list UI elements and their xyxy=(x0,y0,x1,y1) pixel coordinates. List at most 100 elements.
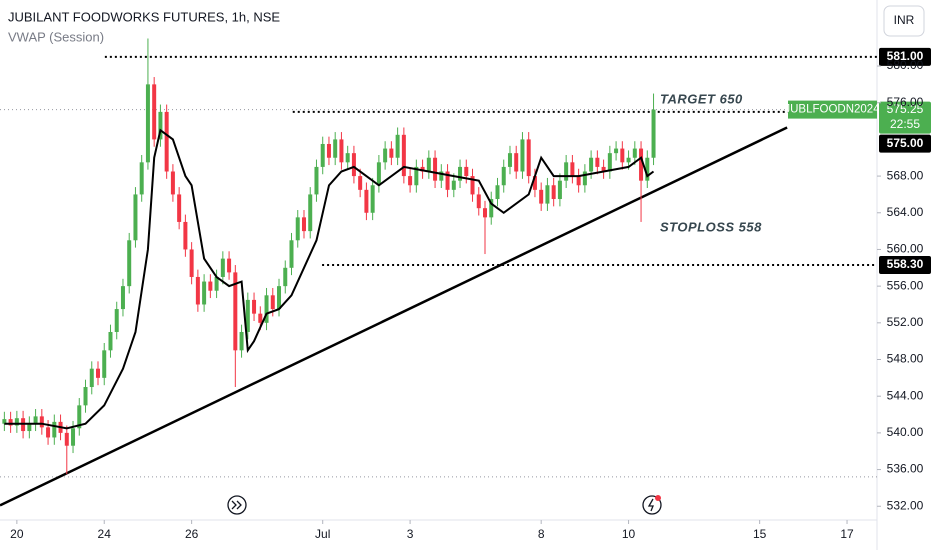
level-price-label: 575.00 xyxy=(887,136,924,150)
candle-body xyxy=(114,309,119,332)
candle-body xyxy=(320,143,325,167)
candle-body xyxy=(526,139,531,177)
candle-body xyxy=(639,148,644,181)
candle-body xyxy=(89,368,94,388)
x-tick-label: 3 xyxy=(407,527,414,541)
replay-icon[interactable] xyxy=(227,495,247,515)
candle-body xyxy=(445,171,450,190)
candle-body xyxy=(46,427,51,438)
candle-body xyxy=(102,350,107,378)
candle-body xyxy=(589,157,594,172)
y-tick-label: 576.00 xyxy=(887,95,924,109)
last-price-box xyxy=(879,101,931,134)
candle-body xyxy=(557,180,562,200)
candle-body xyxy=(383,148,388,163)
candle-body xyxy=(607,153,612,172)
candle-body xyxy=(83,387,88,406)
candle-body xyxy=(476,194,481,209)
plot xyxy=(0,38,877,507)
candle-body xyxy=(351,153,356,177)
y-tick-label: 536.00 xyxy=(887,462,924,476)
candle-body xyxy=(376,162,381,186)
candle-body xyxy=(227,258,232,273)
y-tick-label: 548.00 xyxy=(887,352,924,366)
candle-body xyxy=(33,416,38,424)
candle-body xyxy=(27,423,32,432)
candle-body xyxy=(326,143,331,158)
x-tick-label: 26 xyxy=(185,527,199,541)
annotation: STOPLOSS 558 xyxy=(660,219,762,234)
candle-body xyxy=(95,368,100,378)
candle-body xyxy=(52,421,57,438)
candle-body xyxy=(170,171,175,195)
candle-body xyxy=(614,148,619,154)
event-icon[interactable] xyxy=(642,495,662,515)
level-price-label: 558.30 xyxy=(887,257,924,271)
candle-body xyxy=(145,84,150,163)
candle-body xyxy=(532,176,537,190)
level-price-box xyxy=(879,47,931,66)
candle-body xyxy=(133,194,138,241)
x-tick-label: 24 xyxy=(98,527,112,541)
candle-body xyxy=(470,176,475,195)
candle-body xyxy=(164,111,169,172)
y-tick-label: 540.00 xyxy=(887,425,924,439)
candle-body xyxy=(295,217,300,241)
candle-body xyxy=(258,313,263,323)
candle-body xyxy=(345,153,350,163)
x-tick-label: 10 xyxy=(622,527,636,541)
candle-body xyxy=(595,157,600,167)
candle-body xyxy=(601,166,606,172)
level-price-box xyxy=(879,256,931,275)
candle-body xyxy=(539,189,544,204)
candle-body xyxy=(507,153,512,167)
candle-body xyxy=(514,153,519,172)
trendline xyxy=(0,126,788,507)
candle-body xyxy=(395,134,400,158)
annotation: TARGET 650 xyxy=(660,91,743,106)
chart-title: JUBILANT FOODWORKS FUTURES, 1h, NSE xyxy=(8,9,280,24)
candle-body xyxy=(626,157,631,163)
candle-body xyxy=(433,157,438,181)
candle-body xyxy=(208,281,213,291)
candle-body xyxy=(289,240,294,268)
currency-button[interactable] xyxy=(883,5,925,37)
candle-body xyxy=(489,199,494,218)
candle-body xyxy=(71,428,76,446)
candle-body xyxy=(426,157,431,172)
indicator-label: VWAP (Session) xyxy=(8,29,104,44)
y-tick-label: 556.00 xyxy=(887,278,924,292)
candle-body xyxy=(420,166,425,172)
candle-body xyxy=(233,272,238,351)
y-tick-label: 568.00 xyxy=(887,168,924,182)
candle-body xyxy=(39,416,44,428)
candle-body xyxy=(277,286,282,310)
candle-body xyxy=(370,185,375,213)
candle-body xyxy=(632,148,637,158)
y-tick-label: 580.00 xyxy=(887,58,924,72)
candle-body xyxy=(564,162,569,181)
candle-body xyxy=(252,299,257,314)
currency-label[interactable]: INR xyxy=(894,13,915,27)
candle-body xyxy=(483,208,488,218)
candle-body xyxy=(8,419,13,426)
candle-body xyxy=(139,162,144,195)
candle-body xyxy=(333,139,338,158)
candle-body xyxy=(14,418,19,426)
candle-body xyxy=(582,171,587,186)
candle-body xyxy=(220,258,225,277)
candle-body xyxy=(239,331,244,351)
candle-body xyxy=(576,176,581,186)
candle-body xyxy=(570,162,575,177)
candle-body xyxy=(108,331,113,351)
candle-body xyxy=(189,249,194,277)
candle-body xyxy=(551,185,556,200)
candle-body xyxy=(620,148,625,163)
candle-body xyxy=(645,157,650,181)
last-price-label: 575.25 xyxy=(887,102,924,116)
level-price-label: 581.00 xyxy=(887,49,924,63)
candle-body xyxy=(545,185,550,204)
symbol-label: JUBLFOODN2024 xyxy=(784,104,880,116)
